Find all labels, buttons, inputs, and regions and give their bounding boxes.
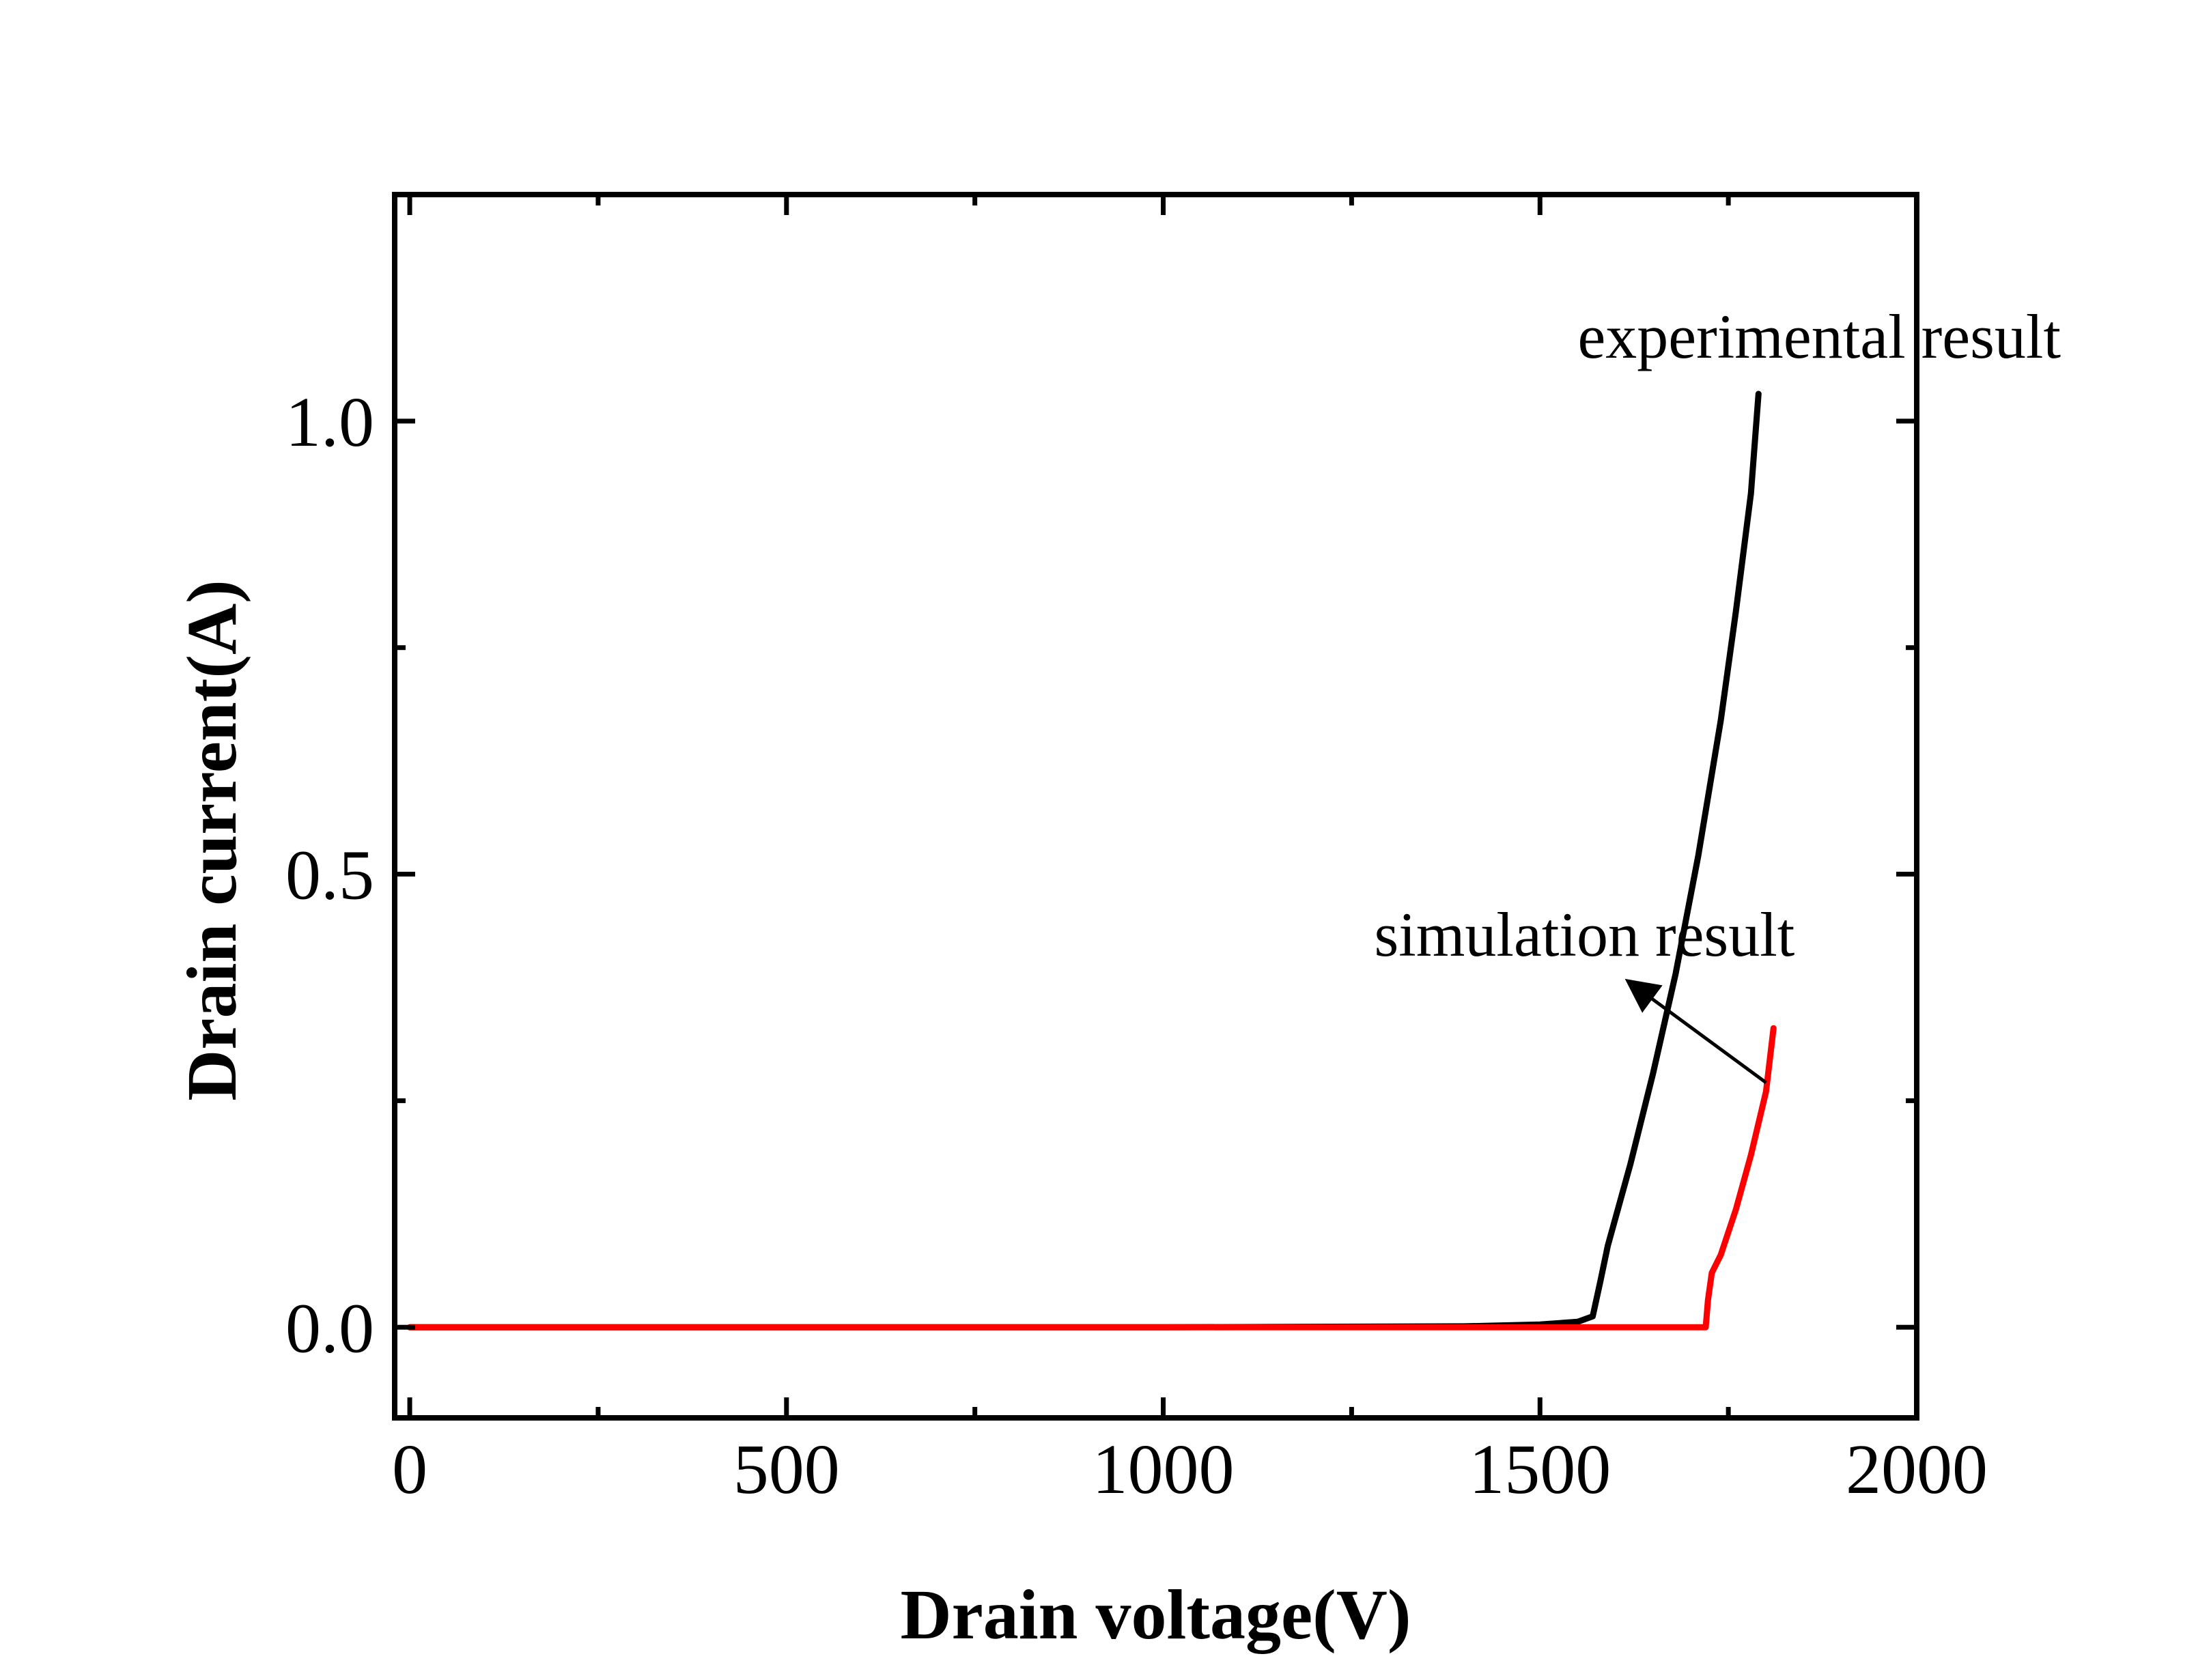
x-tick-label: 1000 xyxy=(1093,1430,1235,1509)
label-layer: 0 500 1000 1500 2000 0.0 0.5 1.0 Drain voltage(V… xyxy=(173,302,2061,1654)
annotation-simulation-label: simulation result xyxy=(1375,900,1795,969)
series-line-simulation xyxy=(406,1025,1777,1330)
series-line-experimental xyxy=(406,390,1762,1330)
x-tick-label: 1500 xyxy=(1469,1430,1611,1509)
y-tick-label: 0.5 xyxy=(285,836,374,915)
x-axis-title: Drain voltage(V) xyxy=(900,1576,1411,1654)
y-axis-title: Drain current(A) xyxy=(173,580,251,1100)
axes-layer xyxy=(392,192,1919,1421)
y-tick-label: 1.0 xyxy=(285,383,374,461)
series-layer xyxy=(406,390,1777,1330)
x-tick-label: 500 xyxy=(733,1430,840,1509)
y-tick-label: 0.0 xyxy=(285,1289,374,1367)
annotation-arrow xyxy=(1624,978,1767,1084)
x-tick-label: 2000 xyxy=(1846,1430,1988,1509)
plot-frame xyxy=(392,192,1919,1421)
annotation-experimental-label: experimental result xyxy=(1577,302,2061,371)
x-tick-label: 0 xyxy=(392,1430,427,1509)
